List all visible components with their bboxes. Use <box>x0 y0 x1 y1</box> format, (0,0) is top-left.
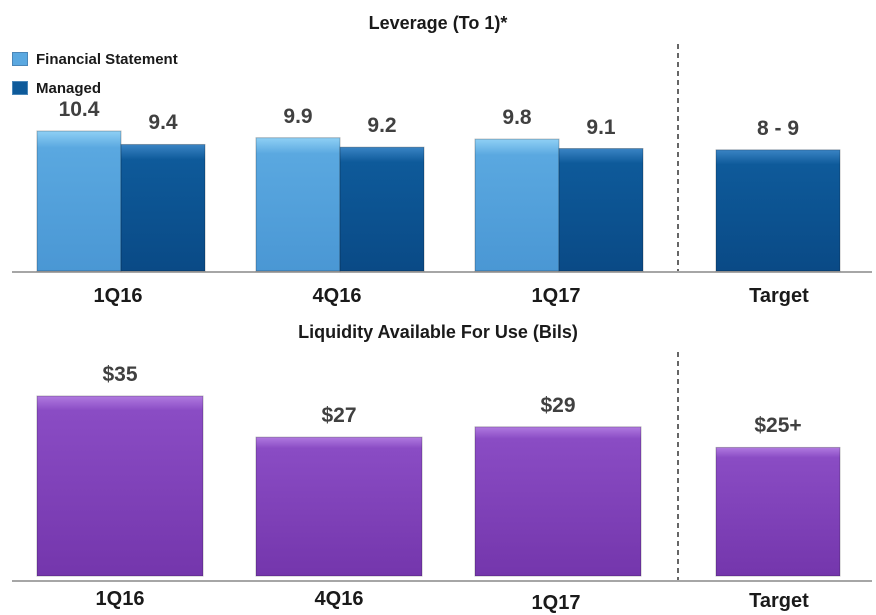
leverage-bar-target-managed <box>715 149 841 272</box>
liquidity-category-label-1q16: 1Q16 <box>95 588 145 610</box>
leverage-value-label-1q16-managed: 9.4 <box>148 111 178 135</box>
leverage-value-label-1q17-managed: 9.1 <box>586 115 616 139</box>
liquidity-category-label-4q16: 4Q16 <box>314 588 364 610</box>
liquidity-category-label-target: Target <box>749 590 809 612</box>
leverage-value-label-4q16-managed: 9.2 <box>367 114 397 138</box>
liquidity-value-label-4q16: $27 <box>321 404 357 428</box>
liquidity-value-label-target: $25+ <box>754 414 802 438</box>
legend-label-financial-statement: Financial Statement <box>36 50 178 68</box>
leverage-bar-1q17-financial-statement <box>474 138 560 272</box>
leverage-category-label-target: Target <box>749 285 809 307</box>
liquidity-value-label-1q16: $35 <box>102 363 138 386</box>
leverage-bar-1q16-managed <box>120 143 206 272</box>
leverage-category-label-1q17: 1Q17 <box>531 285 581 307</box>
leverage-value-label-4q16-financial-statement: 9.9 <box>283 104 313 128</box>
leverage-bar-4q16-financial-statement <box>255 137 341 272</box>
leverage-value-label-1q17-financial-statement: 9.8 <box>502 106 532 130</box>
legend-swatch-financial-statement <box>12 52 28 66</box>
leverage-value-label-1q16-financial-statement: 10.4 <box>58 98 100 121</box>
liquidity-chart-title: Liquidity Available For Use (Bils) <box>298 322 578 342</box>
leverage-chart-title: Leverage (To 1)* <box>368 13 508 33</box>
leverage-category-label-4q16: 4Q16 <box>312 285 362 307</box>
liquidity-bar-4q16 <box>255 436 423 577</box>
liquidity-category-label-1q17: 1Q17 <box>531 592 581 614</box>
liquidity-value-label-1q17: $29 <box>540 393 576 417</box>
leverage-bar-4q16-managed <box>339 146 425 272</box>
liquidity-bar-1q16 <box>36 395 204 577</box>
leverage-value-label-target-managed: 8 - 9 <box>756 116 800 140</box>
legend-swatch-managed <box>12 81 28 95</box>
legend-item-managed: Managed <box>12 79 101 97</box>
legend-item-financial-statement: Financial Statement <box>12 50 178 68</box>
leverage-bar-1q16-financial-statement <box>36 130 122 272</box>
leverage-bar-1q17-managed <box>558 148 644 272</box>
legend-label-managed: Managed <box>36 79 102 97</box>
leverage-category-label-1q16: 1Q16 <box>93 285 143 307</box>
liquidity-bar-target <box>715 446 841 577</box>
liquidity-bar-1q17 <box>474 426 642 577</box>
